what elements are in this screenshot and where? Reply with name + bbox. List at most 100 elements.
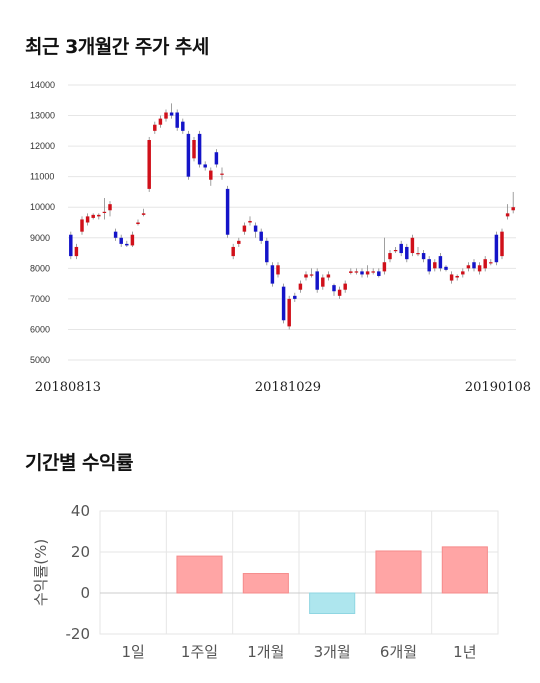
candle-body	[242, 225, 247, 232]
candle	[427, 256, 431, 275]
candle	[399, 240, 403, 257]
candle-body	[416, 253, 420, 255]
candle	[214, 149, 219, 168]
candle-body	[321, 277, 325, 287]
candle	[382, 237, 387, 275]
candle-body	[377, 271, 381, 276]
candle-body	[248, 220, 252, 223]
candle	[74, 243, 79, 260]
candle-body	[410, 237, 415, 254]
y-tick-label: 8000	[30, 263, 50, 273]
candle-body	[343, 283, 347, 290]
candle-body	[91, 214, 95, 218]
candle	[309, 268, 314, 278]
candle	[304, 271, 308, 281]
y-tick-label: 6000	[30, 324, 50, 334]
x-tick-label: 20181029	[255, 380, 321, 395]
candle-body	[326, 274, 331, 278]
candle	[231, 243, 235, 260]
candle	[136, 219, 140, 226]
candle	[371, 268, 375, 275]
candle-body	[382, 262, 387, 272]
return-bar	[309, 592, 356, 614]
candle-body	[483, 259, 487, 269]
candle-body	[169, 112, 174, 116]
candle	[293, 292, 297, 302]
candle	[438, 253, 443, 272]
candlestick-chart: 14000 13000 12000 11000 10000 9000 8000 7000 600…	[30, 80, 531, 395]
candle	[410, 234, 415, 257]
candle	[449, 271, 454, 284]
candle	[472, 259, 476, 272]
candle-body	[494, 234, 499, 263]
y-tick-label: 7000	[30, 294, 50, 304]
candle-body	[399, 243, 403, 254]
candle-body	[237, 240, 241, 244]
candle-body	[265, 240, 269, 263]
candle-body	[164, 112, 168, 119]
candle-body	[489, 262, 493, 264]
candle-body	[270, 265, 275, 284]
candle	[102, 198, 107, 220]
candle	[225, 185, 230, 238]
x-tick-label: 3개월	[314, 643, 351, 661]
candle-body	[293, 295, 297, 299]
candle-body	[393, 250, 398, 252]
x-tick-label: 1년	[453, 643, 476, 661]
candle-body	[500, 231, 504, 257]
candle-body	[298, 283, 303, 290]
y-tick-label: 0	[80, 584, 90, 602]
candle-body	[371, 271, 375, 273]
candle	[416, 246, 420, 257]
candle	[147, 136, 151, 192]
candle-body	[141, 213, 146, 215]
candle	[80, 216, 84, 235]
candle	[119, 234, 123, 247]
candle	[237, 237, 241, 247]
candle-body	[225, 188, 230, 235]
candle	[365, 265, 370, 278]
candle-body	[455, 275, 459, 278]
candle	[354, 268, 359, 275]
candle-body	[136, 222, 140, 225]
return-bar	[242, 573, 289, 594]
candle	[405, 243, 409, 263]
candle	[175, 109, 179, 131]
candle-body	[125, 243, 129, 246]
candle	[186, 130, 191, 180]
candle-body	[405, 246, 409, 260]
candle-body	[259, 231, 263, 241]
candle	[203, 161, 207, 171]
x-tick-label: 1일	[121, 643, 144, 661]
candle-body	[388, 253, 392, 260]
candle-body	[427, 259, 431, 272]
y-tick-label: 5000	[30, 355, 50, 365]
y-tick-label: 11000	[30, 172, 54, 182]
candle	[197, 130, 202, 168]
y-tick-label: 12000	[30, 141, 55, 151]
candle-body	[108, 204, 112, 211]
candle	[315, 268, 319, 293]
candle-body	[203, 164, 207, 168]
candle	[181, 118, 185, 134]
candle-body	[466, 265, 471, 269]
candle	[248, 216, 252, 226]
candle	[326, 271, 331, 281]
candle-body	[220, 173, 224, 175]
candle-body	[147, 140, 151, 189]
candle	[500, 228, 504, 260]
candle-body	[315, 271, 319, 290]
candle-body	[181, 121, 185, 131]
candle-body	[214, 152, 219, 165]
candle	[141, 208, 146, 217]
candle-body	[438, 256, 443, 269]
candle-body	[102, 211, 107, 214]
candle-body	[511, 207, 515, 211]
candle	[332, 283, 336, 296]
candle-body	[69, 234, 73, 257]
candle-body	[449, 274, 454, 281]
candle-body	[80, 219, 84, 232]
candle	[483, 256, 487, 272]
stock-trend-title: 최근 3개월간 주가 추세	[25, 36, 209, 58]
